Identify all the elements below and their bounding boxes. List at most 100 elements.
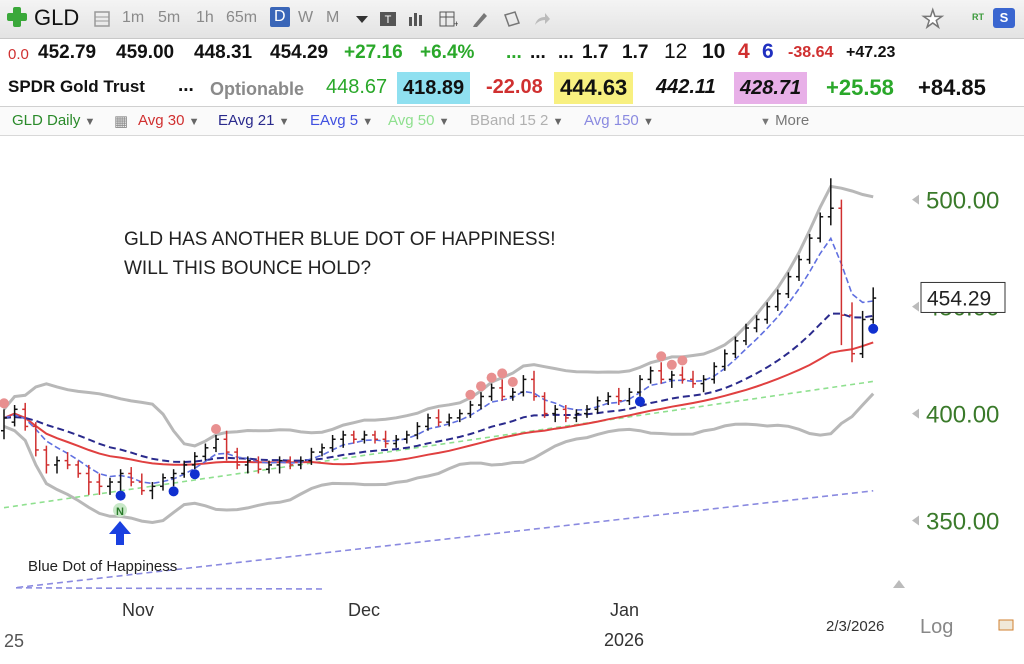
price-bar [817,212,824,243]
price-bar [287,456,294,470]
interval-d[interactable]: D [270,7,290,27]
interval-1h[interactable]: 1h [196,9,214,26]
favorite-star-icon[interactable]: ★ [921,5,944,34]
price-bar [234,447,241,470]
quote-low: 448.31 [194,42,253,63]
n-marker-label: N [116,506,124,518]
interval-m[interactable]: M [326,9,340,26]
blue-dot-label: Blue Dot of Happiness [28,558,177,575]
window-icon[interactable] [502,9,522,29]
n-marker-circle [113,503,127,517]
interval-5m[interactable]: 5m [158,9,181,26]
annotation-line-2: WILL THIS BOUNCE HOLD? [124,258,371,279]
bollinger-lower-line [3,392,875,525]
axis-tick-marker [912,301,919,312]
grid-icon[interactable] [92,9,112,29]
price-bar [499,379,506,401]
pencil-icon[interactable] [470,9,490,29]
price-bar [393,434,400,448]
price-bar [849,302,855,363]
quote2-value-2: 418.89 [397,72,471,104]
quote-row-2: SPDR Gold Trust ... Optionable 448.67 41… [0,72,1024,104]
bar-chart-icon[interactable] [406,9,426,29]
svg-text:+: + [454,19,458,29]
price-bar [615,387,622,406]
price-bar [827,178,834,226]
price-bar [668,370,675,388]
price-bar [32,422,39,457]
s-badge-button[interactable]: S [993,8,1015,28]
eavg5-line [3,236,874,485]
price-bar [181,460,188,478]
scale-color-swatch[interactable] [998,619,1014,631]
price-bar [488,383,495,401]
svg-text:T: T [385,14,392,26]
price-bar [403,430,410,444]
price-bar [785,272,792,299]
quote-dots-3: ... [558,42,574,63]
price-bar [562,405,569,423]
chevron-down-icon: ▼ [362,116,374,128]
dropdown-triangle-icon[interactable] [352,9,372,29]
log-scale-toggle[interactable]: Log [920,616,953,638]
avg50-dropdown[interactable]: Avg 50 ▼ [388,112,450,129]
eavg5-label: EAvg 5 [310,112,359,129]
price-bar [382,430,389,448]
add-symbol-plus-icon[interactable] [6,6,28,28]
pink-dot [677,355,688,366]
price-bar [43,445,50,474]
text-tool-icon[interactable]: T [378,9,398,29]
price-bar [350,430,357,444]
price-bar [478,392,484,410]
price-bar [11,405,18,427]
interval-65m[interactable]: 65m [226,9,258,26]
chevron-down-icon: ▼ [438,116,450,128]
price-bar [255,456,262,474]
avg30-line [3,341,874,466]
quote-value-c: 12 [664,40,688,63]
x-label-2026: 2026 [604,630,644,650]
more-dropdown[interactable]: ▼ More [760,112,809,129]
pink-dot [656,351,667,362]
price-bar [85,464,92,495]
price-bar [96,473,103,495]
quote-change: +27.16 [344,42,403,63]
price-bar [22,402,29,431]
table-plus-icon[interactable]: + [438,9,458,29]
price-bar [690,370,696,388]
company-name: SPDR Gold Trust [8,77,145,96]
interval-1m[interactable]: 1m [122,9,145,26]
avg150-dropdown[interactable]: Avg 150 ▼ [584,112,654,129]
pink-dot [465,389,476,400]
share-arrow-icon[interactable] [532,9,552,29]
x-label-25: 25 [4,631,24,651]
price-bar [372,430,378,444]
price-bar [467,400,474,418]
bband-dropdown[interactable]: BBand 15 2 ▼ [470,112,563,129]
scale-up-triangle-icon[interactable] [893,580,905,588]
price-bar [552,405,559,423]
more-label: More [775,112,810,129]
realtime-badge[interactable]: RT [972,12,984,22]
price-bar [160,473,166,491]
price-bar [456,409,463,423]
avg30-dropdown[interactable]: Avg 30 ▼ [138,112,200,129]
optionable-label: Optionable [210,79,304,99]
y-tick-label: 500.00 [926,188,999,215]
eavg5-dropdown[interactable]: EAvg 5 ▼ [310,112,373,129]
quote-value-d: 10 [702,40,726,63]
price-bar [414,422,421,440]
layout-grid-icon[interactable]: ▦ [114,113,129,130]
price-bar [796,255,802,281]
price-bar [753,315,760,333]
quote-value-h: +47.23 [846,44,896,61]
chart-name-dropdown[interactable]: GLD Daily ▼ [12,112,95,129]
symbol-input[interactable]: GLD [34,5,80,30]
axis-tick-marker [912,408,919,419]
eavg21-dropdown[interactable]: EAvg 21 ▼ [218,112,290,129]
signal-dots-layer [0,323,879,501]
interval-w[interactable]: W [298,9,314,26]
